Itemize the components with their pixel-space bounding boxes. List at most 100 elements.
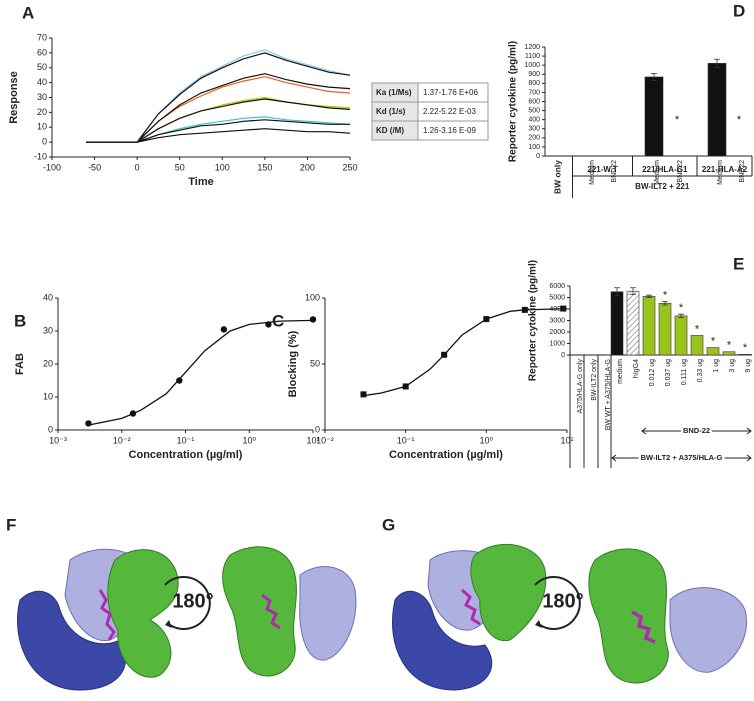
y-tick-label: 0	[315, 424, 320, 434]
y-tick-label: 10	[37, 122, 47, 132]
y-tick-label: 600	[528, 98, 540, 105]
x-tick-label: BND22	[739, 160, 746, 183]
x-tick-label: 10⁻¹	[397, 435, 415, 445]
y-tick-label: 2000	[549, 329, 565, 336]
y-tick-label: 1000	[524, 62, 540, 69]
x-tick-label: medium	[617, 359, 624, 384]
data-point	[85, 420, 92, 427]
protein-domain	[669, 587, 747, 673]
y-tick-label: 900	[528, 71, 540, 78]
series-line	[86, 96, 351, 143]
y-tick-label: -10	[34, 151, 47, 161]
protein-domain	[470, 543, 547, 642]
table-cell: KD (/M)	[376, 126, 404, 135]
x-axis-title: Time	[188, 176, 213, 188]
y-tick-label: 1200	[524, 44, 540, 51]
y-tick-label: 10	[43, 391, 53, 401]
table-cell: 2.22-5.22 E-03	[423, 107, 476, 116]
x-tick-label: 200	[300, 162, 315, 172]
series-line	[86, 73, 351, 143]
x-tick-label: 150	[257, 162, 272, 172]
x-tick-label: 0.012 ug	[649, 359, 656, 386]
error-bar	[614, 287, 620, 297]
x-tick-label: 10⁰	[242, 435, 256, 445]
bar	[658, 302, 672, 356]
data-point	[265, 321, 272, 328]
y-axis-title: Response	[8, 71, 20, 124]
data-point	[521, 306, 528, 313]
x-tick-label: Medium	[717, 160, 724, 185]
significance-mark: *	[737, 114, 742, 126]
data-point	[360, 391, 367, 398]
y-tick-label: 50	[37, 62, 47, 72]
bar	[610, 291, 624, 356]
y-tick-label: 0	[48, 424, 53, 434]
significance-mark: *	[743, 342, 748, 354]
significance-mark: *	[711, 335, 716, 347]
rotation-label: 180°	[172, 590, 213, 612]
y-tick-label: 1100	[525, 53, 540, 60]
y-tick-label: 0	[561, 352, 565, 359]
data-point	[176, 377, 183, 384]
peptide	[461, 588, 481, 626]
error-bar	[646, 294, 652, 298]
data-point	[129, 410, 137, 417]
error-bar	[714, 58, 720, 68]
y-axis-title: Blocking (%)	[287, 330, 299, 397]
y-tick-label: 200	[528, 135, 540, 142]
x-tick-label: 1 ug	[713, 359, 720, 373]
y-tick-label: 700	[528, 89, 540, 96]
y-tick-label: 6000	[549, 283, 565, 290]
y-axis-title: FAB	[14, 353, 26, 375]
span-label: BW-ILT2 + 221	[635, 182, 690, 191]
protein-domain	[299, 566, 357, 661]
x-tick-label: hIgG4	[633, 359, 640, 378]
series-line	[86, 49, 351, 143]
fit-curve	[88, 319, 314, 426]
x-tick-label: Medium	[654, 160, 661, 185]
table-header-column	[371, 82, 419, 141]
peptide	[261, 593, 281, 630]
y-tick-label: 50	[310, 358, 320, 368]
significance-mark: *	[663, 289, 668, 301]
table-cell: Ka (1/Ms)	[376, 88, 412, 97]
protein-domain	[222, 546, 297, 677]
x-tick-label: 250	[342, 162, 357, 172]
error-bar	[662, 301, 668, 306]
y-tick-label: 400	[528, 117, 540, 124]
series-line	[86, 98, 351, 143]
y-tick-label: 30	[43, 325, 53, 335]
kinetics-table: Ka (1/Ms) 1.37-1.76 E+06 Kd (1/s) 2.22-5…	[371, 82, 489, 141]
data-point	[309, 316, 317, 323]
series-line	[86, 128, 351, 143]
y-tick-label: 30	[37, 92, 47, 102]
bar	[626, 290, 640, 356]
bar	[690, 335, 704, 356]
y-tick-label: 3000	[549, 317, 565, 324]
x-axis-title: Concentration (µg/ml)	[129, 449, 243, 461]
y-tick-label: 40	[37, 77, 47, 87]
significance-mark: *	[675, 114, 680, 126]
series-line	[86, 116, 351, 143]
panel-label: C	[272, 311, 284, 330]
bar	[674, 315, 688, 356]
y-tick-label: 4000	[549, 306, 565, 313]
significance-mark: *	[695, 323, 700, 335]
panel-label: E	[733, 254, 744, 273]
error-bar	[630, 287, 636, 296]
rotation-label: 180°	[542, 590, 583, 612]
y-tick-label: 100	[305, 292, 320, 302]
structure-g: G 180°	[382, 515, 747, 691]
x-axis-title: Concentration (µg/ml)	[389, 449, 503, 461]
table-cell: 1.26-3.16 E-09	[423, 126, 476, 135]
x-tick-label: Medium	[589, 160, 596, 185]
protein-domain	[588, 548, 669, 684]
series-line	[86, 52, 351, 143]
data-point	[220, 326, 228, 333]
x-tick-label: 100	[215, 162, 230, 172]
data-point	[483, 316, 490, 323]
significance-mark: *	[727, 340, 732, 352]
y-axis-title: Reporter cytokine (pg/ml)	[508, 41, 519, 162]
x-tick-label: -100	[43, 162, 61, 172]
